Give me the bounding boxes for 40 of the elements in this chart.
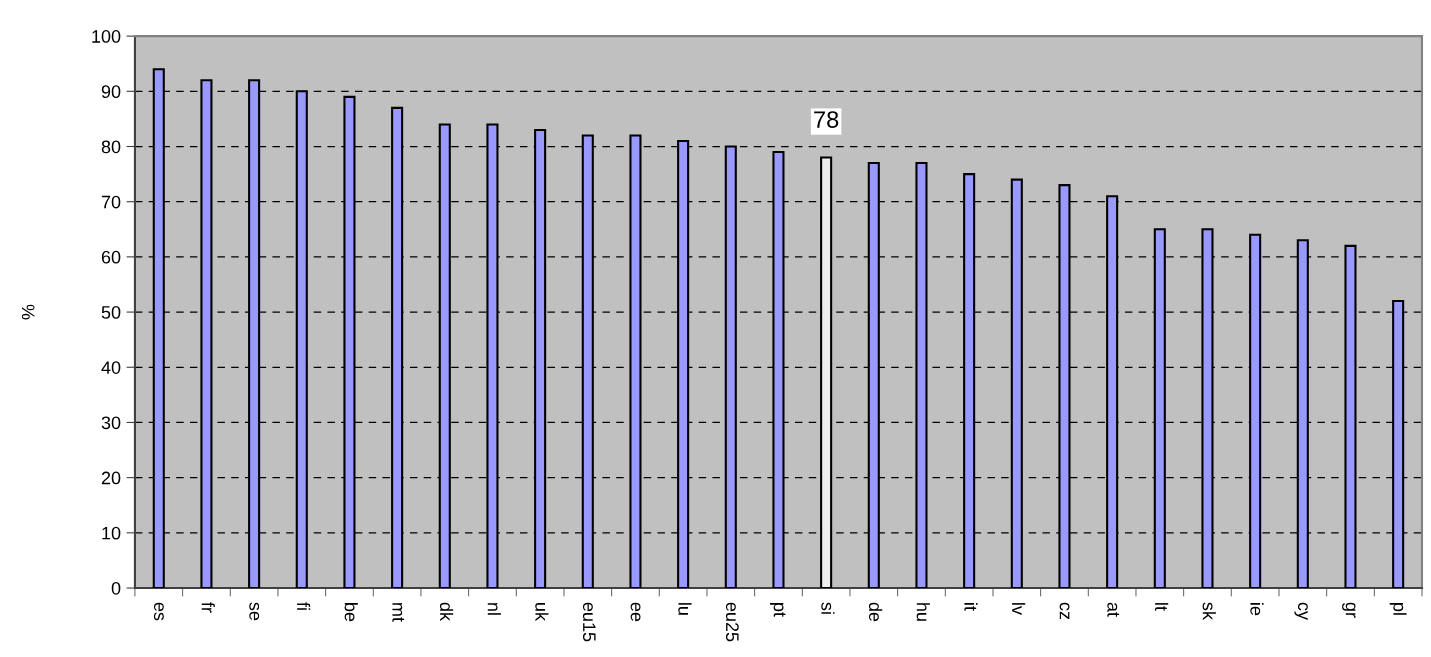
y-tick-label: 80 (101, 140, 121, 154)
x-tick-label: eu15 (582, 602, 596, 642)
x-tick-label: hu (916, 603, 930, 621)
x-tick-label: se (249, 602, 260, 621)
x-tick-label: si (821, 602, 835, 614)
data-label: 78 (814, 111, 839, 128)
y-tick-label: 70 (101, 195, 121, 209)
x-tick-label: sk (1202, 602, 1216, 620)
y-tick-label: 30 (101, 416, 121, 430)
y-tick-label: 40 (101, 361, 121, 374)
y-tick-label: 20 (101, 471, 121, 485)
y-axis-title: % (21, 304, 35, 320)
y-tick-label: 60 (101, 250, 121, 264)
x-tick-label: ie (1250, 603, 1264, 616)
x-tick-label: dk (439, 602, 454, 621)
x-tick-label: de (868, 602, 883, 622)
x-tick-label: pl (1389, 603, 1407, 615)
x-tick-label: it (964, 603, 978, 611)
y-tick-label: 90 (101, 85, 121, 99)
x-tick-label: nl (487, 603, 501, 615)
y-tick-label: 50 (101, 306, 121, 319)
x-tick-label: lv (1012, 603, 1026, 615)
x-tick-label: lu (678, 603, 692, 615)
x-tick-label: mt (392, 603, 405, 622)
x-tick-label: fr (201, 602, 215, 613)
x-tick-label: lt (1155, 603, 1169, 611)
y-tick-label: 0 (111, 581, 121, 595)
x-tick-label: pt (770, 603, 786, 617)
x-tick-label: es (153, 602, 164, 621)
x-tick-label: ee (630, 602, 641, 622)
x-tick-label: uk (535, 603, 549, 621)
y-tick-label: 10 (102, 526, 121, 540)
x-tick-label: fi (297, 602, 311, 610)
x-tick-label: be (344, 603, 358, 622)
x-tick-label: eu25 (725, 602, 739, 642)
x-tick-label: cz (1059, 602, 1070, 620)
x-tick-label: gr (1342, 602, 1356, 618)
y-tick-label: 100 (92, 30, 121, 43)
x-tick-label: at (1107, 602, 1120, 617)
x-tick-label: cy (1294, 602, 1308, 620)
